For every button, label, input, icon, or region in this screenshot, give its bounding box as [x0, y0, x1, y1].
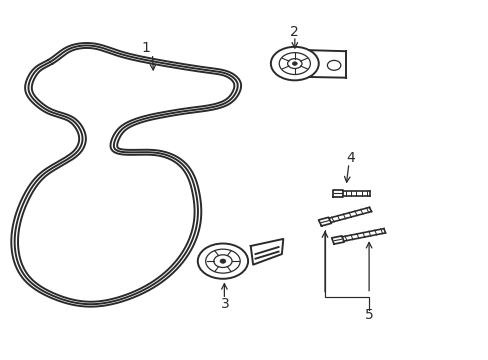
Ellipse shape: [292, 62, 297, 66]
Text: 5: 5: [364, 308, 373, 322]
Ellipse shape: [220, 259, 225, 263]
Text: 4: 4: [346, 151, 355, 165]
Text: 1: 1: [142, 41, 150, 55]
Text: 3: 3: [221, 297, 229, 311]
Text: 2: 2: [290, 25, 299, 39]
